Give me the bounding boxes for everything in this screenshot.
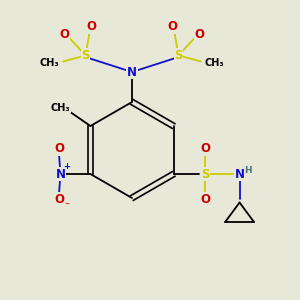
Text: O: O — [200, 142, 210, 155]
Text: O: O — [59, 28, 70, 41]
Text: O: O — [86, 20, 97, 34]
Text: CH₃: CH₃ — [40, 58, 59, 68]
Text: CH₃: CH₃ — [51, 103, 70, 113]
Text: S: S — [201, 167, 209, 181]
Text: S: S — [174, 49, 183, 62]
Text: N: N — [56, 167, 65, 181]
Text: O: O — [167, 20, 178, 34]
Text: H: H — [244, 167, 252, 176]
Text: S: S — [81, 49, 90, 62]
Text: O: O — [194, 28, 205, 41]
Text: CH₃: CH₃ — [205, 58, 224, 68]
Text: +: + — [64, 162, 70, 171]
Text: N: N — [127, 65, 137, 79]
Text: O: O — [200, 193, 210, 206]
Text: N: N — [235, 167, 244, 181]
Text: O: O — [54, 193, 64, 206]
Text: ⁻: ⁻ — [64, 201, 69, 211]
Text: O: O — [54, 142, 64, 155]
